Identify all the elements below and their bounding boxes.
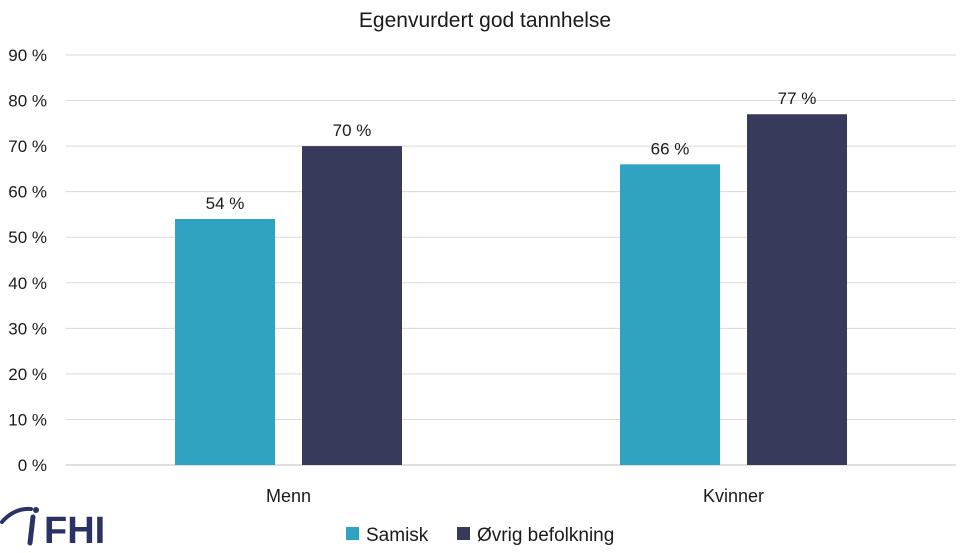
y-tick-label: 50 % bbox=[8, 228, 47, 247]
chart-title: Egenvurdert god tannhelse bbox=[359, 9, 611, 32]
y-tick-label: 30 % bbox=[8, 319, 47, 338]
category-label: Kvinner bbox=[703, 486, 764, 506]
y-tick-label: 90 % bbox=[8, 46, 47, 65]
bar-ovrig-kvinner bbox=[747, 114, 847, 465]
bar-samisk-kvinner bbox=[620, 164, 720, 466]
bar-ovrig-menn bbox=[302, 146, 402, 465]
category-label: Menn bbox=[266, 486, 311, 506]
y-tick-label: 20 % bbox=[8, 365, 47, 384]
data-label: 70 % bbox=[333, 121, 372, 140]
fhi-logo: FHI bbox=[0, 506, 105, 552]
legend-swatch bbox=[457, 527, 470, 540]
fhi-person-icon bbox=[0, 506, 39, 546]
legend-item: Samisk bbox=[346, 525, 429, 546]
y-tick-label: 0 % bbox=[18, 456, 47, 475]
bars bbox=[175, 114, 847, 466]
y-tick-label: 80 % bbox=[8, 92, 47, 111]
data-label: 66 % bbox=[651, 139, 690, 158]
legend-label: Samisk bbox=[366, 525, 429, 546]
data-labels: 54 % 70 % 66 % 77 % bbox=[206, 89, 817, 213]
bar-samisk-menn bbox=[175, 219, 275, 465]
legend-item: Øvrig befolkning bbox=[457, 525, 614, 546]
legend: Samisk Øvrig befolkning bbox=[346, 525, 614, 546]
y-tick-label: 70 % bbox=[8, 137, 47, 156]
data-label: 77 % bbox=[778, 89, 817, 108]
y-tick-label: 10 % bbox=[8, 410, 47, 429]
data-label: 54 % bbox=[206, 194, 245, 213]
legend-swatch bbox=[346, 527, 359, 540]
legend-label: Øvrig befolkning bbox=[477, 525, 614, 546]
y-axis-ticks: 0 % 10 % 20 % 30 % 40 % 50 % 60 % 70 % 80 % 90 % bbox=[8, 46, 47, 475]
y-tick-label: 40 % bbox=[8, 274, 47, 293]
x-axis-categories: Menn Kvinner bbox=[266, 486, 764, 506]
y-tick-label: 60 % bbox=[8, 183, 47, 202]
fhi-logo-text: FHI bbox=[44, 510, 105, 552]
